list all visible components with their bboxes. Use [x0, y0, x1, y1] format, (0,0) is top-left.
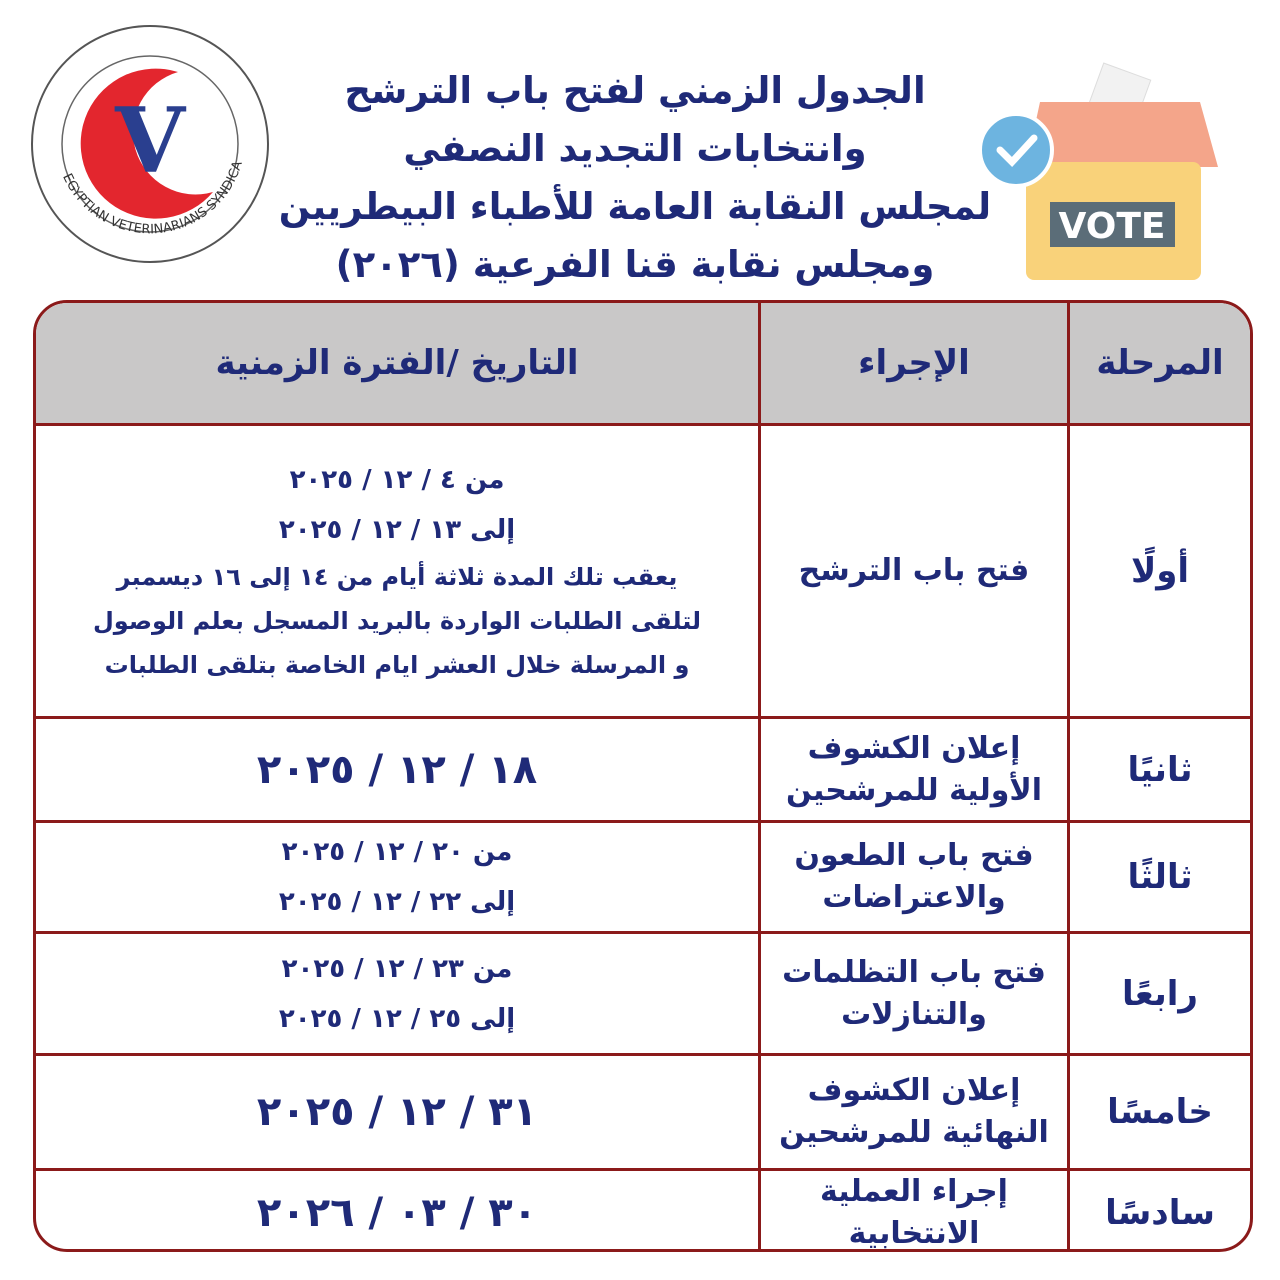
- date-line: من ٢٣ / ١٢ / ٢٠٢٥: [281, 953, 513, 984]
- date-cell: ١٨ / ١٢ / ٢٠٢٥: [36, 719, 758, 820]
- date-line: إلى ٢٥ / ١٢ / ٢٠٢٥: [278, 1003, 516, 1034]
- action-line: النهائية للمرشحين: [779, 1115, 1049, 1150]
- note-line: لتلقى الطلبات الواردة بالبريد المسجل بعل…: [92, 607, 702, 635]
- action-cell: إعلان الكشوف الأولية للمرشحين: [758, 719, 1070, 820]
- action-line: إعلان الكشوف: [807, 730, 1021, 766]
- date-cell: من ٢٠ / ١٢ / ٢٠٢٥ إلى ٢٢ / ١٢ / ٢٠٢٥: [36, 823, 758, 931]
- stage-cell: رابعًا: [1122, 973, 1198, 1014]
- svg-text:V: V: [114, 88, 187, 194]
- action-cell: إعلان الكشوف النهائية للمرشحين: [758, 1056, 1070, 1168]
- date-cell: من ٢٣ / ١٢ / ٢٠٢٥ إلى ٢٥ / ١٢ / ٢٠٢٥: [36, 934, 758, 1053]
- date-cell: من ٤ / ١٢ / ٢٠٢٥ إلى ١٣ / ١٢ / ٢٠٢٥ يعقب ت…: [36, 426, 758, 716]
- action-line: فتح باب التظلمات: [782, 954, 1046, 990]
- syndicate-logo: V EGYPTIAN VETERINARIANS SYNDICATE: [28, 22, 269, 263]
- action-cell: فتح باب التظلمات والتنازلات: [758, 934, 1070, 1053]
- date-line: ١٨ / ١٢ / ٢٠٢٥: [256, 746, 538, 793]
- action-cell: إجراء العملية الانتخابية: [758, 1171, 1070, 1251]
- action-line: إجراء العملية: [820, 1174, 1008, 1209]
- action-line: الأولية للمرشحين: [785, 772, 1043, 808]
- table-header: المرحلة الإجراء التاريخ /الفترة الزمنية: [36, 303, 1250, 423]
- table-row: رابعًا فتح باب التظلمات والتنازلات من ٢٣ / …: [36, 931, 1250, 1053]
- title-line: لمجلس النقابة العامة للأطباء البيطريين: [278, 185, 992, 228]
- note-line: و المرسلة خلال العشر ايام الخاصة بتلقى ا…: [104, 651, 690, 679]
- table-row: سادسًا إجراء العملية الانتخابية ٣٠ / ٠٣ / ٢…: [36, 1168, 1250, 1251]
- stage-cell: ثالثًا: [1127, 857, 1193, 897]
- column-header-action: الإجراء: [758, 303, 1070, 423]
- stage-cell: خامسًا: [1107, 1092, 1213, 1132]
- title-line: ومجلس نقابة قنا الفرعية (٢٠٢٦): [335, 243, 935, 286]
- note-line: يعقب تلك المدة ثلاثة أيام من ١٤ إلى ١٦ د…: [116, 563, 678, 591]
- table-row: أولًا فتح باب الترشح من ٤ / ١٢ / ٢٠٢٥ إلى ١…: [36, 423, 1250, 716]
- title-line: الجدول الزمني لفتح باب الترشح: [344, 69, 926, 112]
- action-line: فتح باب الطعون: [794, 838, 1034, 873]
- table-row: ثانيًا إعلان الكشوف الأولية للمرشحين ١٨ / ١…: [36, 716, 1250, 820]
- stage-cell: أولًا: [1130, 551, 1190, 591]
- date-line: من ٢٠ / ١٢ / ٢٠٢٥: [281, 837, 513, 867]
- column-header-stage: المرحلة: [1096, 343, 1224, 383]
- title-line: وانتخابات التجديد النصفي: [403, 127, 867, 170]
- action-line: والتنازلات: [841, 996, 987, 1032]
- schedule-table: المرحلة الإجراء التاريخ /الفترة الزمنية …: [33, 300, 1253, 1252]
- stage-cell: ثانيًا: [1127, 749, 1193, 790]
- date-line: ٣١ / ١٢ / ٢٠٢٥: [256, 1089, 538, 1135]
- ballot-box-check-icon: VOTE: [978, 62, 1218, 280]
- action-cell: فتح باب الطعون والاعتراضات: [758, 823, 1070, 931]
- action-line: فتح باب الترشح: [798, 553, 1030, 588]
- action-cell: فتح باب الترشح: [758, 426, 1070, 716]
- date-cell: ٣٠ / ٠٣ / ٢٠٢٦: [36, 1171, 758, 1249]
- page-title: الجدول الزمني لفتح باب الترشح وانتخابات …: [270, 62, 1000, 294]
- date-line: إلى ١٣ / ١٢ / ٢٠٢٥: [278, 515, 516, 545]
- action-line: إعلان الكشوف: [807, 1073, 1021, 1108]
- date-cell: ٣١ / ١٢ / ٢٠٢٥: [36, 1056, 758, 1168]
- action-line: الانتخابية: [848, 1216, 980, 1251]
- date-line: ٣٠ / ٠٣ / ٢٠٢٦: [256, 1190, 538, 1236]
- date-line: من ٤ / ١٢ / ٢٠٢٥: [289, 465, 505, 495]
- stage-cell: سادسًا: [1105, 1193, 1215, 1233]
- action-line: والاعتراضات: [822, 880, 1006, 915]
- table-row: خامسًا إعلان الكشوف النهائية للمرشحين ٣١ / …: [36, 1053, 1250, 1168]
- svg-text:VOTE: VOTE: [1059, 206, 1166, 247]
- table-row: ثالثًا فتح باب الطعون والاعتراضات من ٢٠ / ١…: [36, 820, 1250, 931]
- date-line: إلى ٢٢ / ١٢ / ٢٠٢٥: [278, 887, 516, 917]
- column-header-date: التاريخ /الفترة الزمنية: [215, 343, 579, 383]
